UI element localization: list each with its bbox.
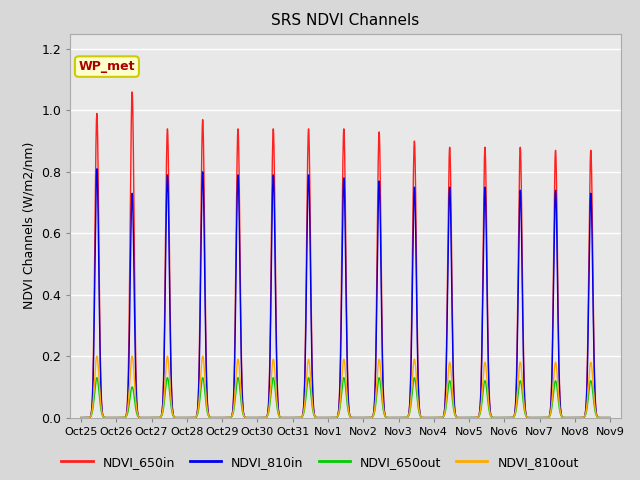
NDVI_650in — [606, 415, 614, 420]
NDVI_810out — [185, 415, 193, 420]
NDVI_650in — [185, 415, 193, 420]
NDVI_650out — [93, 375, 100, 381]
NDVI_650in — [191, 415, 198, 420]
Legend: NDVI_650in, NDVI_810in, NDVI_650out, NDVI_810out: NDVI_650in, NDVI_810in, NDVI_650out, NDV… — [56, 451, 584, 474]
NDVI_810out — [465, 415, 473, 420]
Line: NDVI_650in: NDVI_650in — [81, 92, 610, 418]
Line: NDVI_810out: NDVI_810out — [81, 356, 610, 418]
NDVI_650out — [148, 415, 156, 420]
NDVI_650in — [605, 415, 612, 420]
NDVI_810in — [606, 415, 614, 420]
NDVI_650out — [605, 415, 612, 420]
NDVI_810out — [77, 415, 85, 420]
NDVI_810in — [185, 415, 193, 420]
NDVI_810in — [93, 166, 100, 172]
NDVI_810out — [275, 412, 283, 418]
NDVI_650out — [419, 415, 426, 420]
NDVI_810in — [148, 415, 156, 420]
NDVI_810in — [191, 415, 198, 420]
Y-axis label: NDVI Channels (W/m2/nm): NDVI Channels (W/m2/nm) — [23, 142, 36, 309]
NDVI_810in — [419, 415, 426, 420]
NDVI_650out — [275, 413, 283, 419]
NDVI_810in — [275, 412, 283, 418]
NDVI_650out — [606, 415, 614, 420]
NDVI_650out — [185, 415, 193, 420]
NDVI_650out — [191, 415, 198, 420]
Line: NDVI_810in: NDVI_810in — [81, 169, 610, 418]
NDVI_650in — [571, 415, 579, 420]
NDVI_650out — [494, 415, 502, 420]
NDVI_810out — [93, 353, 100, 359]
NDVI_650out — [77, 415, 85, 420]
NDVI_650in — [493, 415, 501, 420]
NDVI_650in — [77, 415, 85, 420]
Line: NDVI_650out: NDVI_650out — [81, 378, 610, 418]
Text: WP_met: WP_met — [79, 60, 135, 73]
NDVI_650in — [419, 415, 426, 420]
NDVI_810out — [191, 415, 198, 420]
NDVI_650in — [275, 412, 283, 418]
NDVI_810in — [77, 415, 85, 420]
Title: SRS NDVI Channels: SRS NDVI Channels — [271, 13, 420, 28]
NDVI_810in — [494, 415, 502, 420]
NDVI_810out — [419, 415, 426, 420]
NDVI_810out — [606, 415, 614, 420]
NDVI_810out — [494, 415, 502, 420]
NDVI_810in — [605, 415, 612, 420]
NDVI_650in — [128, 89, 136, 95]
NDVI_810out — [605, 415, 612, 420]
